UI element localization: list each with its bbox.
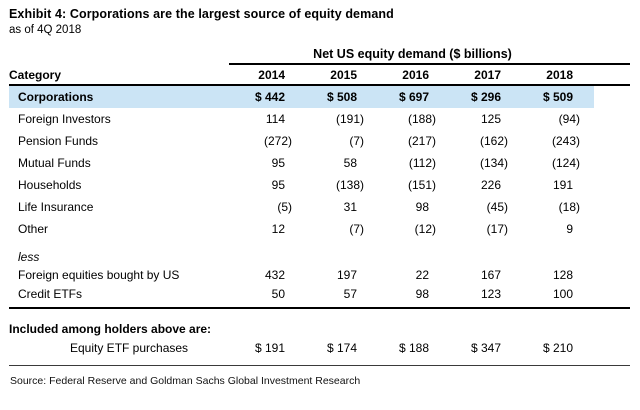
cell-value: 432: [264, 267, 285, 282]
cell-value: 100: [552, 286, 573, 301]
cell-value: 123: [480, 286, 501, 301]
table-row-corporations: Corporations $ 442 $ 508 $ 697 $ 296 $ 5…: [9, 86, 630, 108]
row-label: Credit ETFs: [18, 286, 83, 301]
cell-value: 197: [336, 267, 357, 282]
table-row-households: Households 95 (138) (151) 226 191: [9, 174, 630, 196]
cell-value: (138): [335, 178, 364, 192]
cell-value: 98: [415, 286, 429, 301]
table-header-row: Category 2014 2015 2016 2017 2018: [9, 65, 630, 84]
table-row-included-header: Included among holders above are:: [9, 320, 630, 337]
table-row-mutual-funds: Mutual Funds 95 58 (112) (134) (124): [9, 152, 630, 174]
included-label: Included among holders above are:: [9, 321, 212, 336]
table-row-equity-etf-purchases: Equity ETF purchases $ 191 $ 174 $ 188 $…: [9, 337, 630, 358]
section-gap: [9, 240, 630, 248]
cell-value: 12: [271, 222, 285, 236]
cell-value: (124): [551, 156, 580, 170]
cell-value: 58: [343, 156, 357, 170]
row-label: Households: [18, 178, 82, 192]
table-group-header: Net US equity demand ($ billions): [229, 47, 630, 65]
cell-value: $ 174: [326, 340, 357, 355]
table-row-other: Other 12 (7) (12) (17) 9: [9, 218, 630, 240]
cell-value: (162): [479, 134, 508, 148]
row-label: Corporations: [18, 90, 94, 104]
table-row-pension-funds: Pension Funds (272) (7) (217) (162) (243…: [9, 130, 630, 152]
cell-value: 191: [552, 178, 573, 192]
cell-value: (191): [335, 112, 364, 126]
column-header-2017: 2017: [474, 67, 501, 82]
cell-value: (17): [486, 222, 508, 236]
cell-value: (243): [551, 134, 580, 148]
table-divider-line: [9, 307, 630, 309]
cell-value: (188): [407, 112, 436, 126]
cell-value: $ 697: [398, 90, 429, 104]
cell-value: (18): [558, 200, 580, 214]
cell-value: $ 347: [470, 340, 501, 355]
exhibit-title: Exhibit 4: Corporations are the largest …: [9, 7, 394, 21]
cell-value: 167: [480, 267, 501, 282]
row-label: Life Insurance: [18, 200, 94, 214]
table-header: Category 2014 2015 2016 2017 2018: [9, 65, 630, 86]
cell-value: (7): [349, 134, 364, 148]
table-row-life-insurance: Life Insurance (5) 31 98 (45) (18): [9, 196, 630, 218]
cell-value: (45): [486, 200, 508, 214]
cell-value: (272): [263, 134, 292, 148]
section-gap: [9, 309, 630, 320]
row-label: Equity ETF purchases: [70, 340, 189, 355]
cell-value: 95: [271, 178, 285, 192]
cell-value: 98: [415, 200, 429, 214]
cell-value: (134): [479, 156, 508, 170]
cell-value: 114: [265, 112, 285, 126]
cell-value: 50: [271, 286, 285, 301]
row-label: Foreign Investors: [18, 112, 111, 126]
cell-value: 31: [343, 200, 357, 214]
cell-value: (151): [407, 178, 436, 192]
cell-value: $ 191: [254, 340, 285, 355]
column-header-2015: 2015: [330, 67, 357, 82]
column-header-2014: 2014: [258, 67, 285, 82]
cell-value: 226: [480, 178, 501, 192]
column-header-2018: 2018: [546, 67, 573, 82]
table-row-less: less: [9, 248, 630, 265]
cell-value: (5): [277, 200, 292, 214]
cell-value: $ 442: [254, 90, 285, 104]
row-label: Foreign equities bought by US: [18, 267, 180, 282]
cell-value: 125: [480, 112, 501, 126]
cell-value: (94): [558, 112, 580, 126]
cell-value: 128: [552, 267, 573, 282]
exhibit-page: Exhibit 4: Corporations are the largest …: [9, 7, 630, 387]
cell-value: 95: [271, 156, 285, 170]
source-note: Source: Federal Reserve and Goldman Sach…: [10, 375, 361, 387]
cell-value: 9: [566, 222, 573, 236]
row-label: Mutual Funds: [18, 156, 91, 170]
cell-value: 22: [415, 267, 429, 282]
cell-value: (12): [414, 222, 436, 236]
exhibit-subtitle: as of 4Q 2018: [9, 24, 82, 36]
cell-value: 57: [343, 286, 357, 301]
table-bottom-line: [9, 365, 630, 366]
table-row-credit-etfs: Credit ETFs 50 57 98 123 100: [9, 284, 630, 303]
cell-value: $ 296: [470, 90, 501, 104]
column-header-category: Category: [9, 67, 62, 82]
column-header-2016: 2016: [402, 67, 429, 82]
cell-value: (112): [408, 156, 436, 170]
equity-demand-table: Net US equity demand ($ billions) Catego…: [9, 45, 630, 387]
row-label: Pension Funds: [18, 134, 99, 148]
cell-value: $ 210: [542, 340, 573, 355]
cell-value: (217): [407, 134, 436, 148]
cell-value: $ 509: [542, 90, 573, 104]
cell-value: (7): [349, 222, 364, 236]
table-row-foreign-equities-bought: Foreign equities bought by US 432 197 22…: [9, 265, 630, 284]
less-label: less: [18, 249, 40, 264]
cell-value: $ 188: [398, 340, 429, 355]
table-group-header-row: Net US equity demand ($ billions): [9, 45, 630, 65]
row-label: Other: [18, 222, 49, 236]
table-row-foreign-investors: Foreign Investors 114 (191) (188) 125 (9…: [9, 108, 630, 130]
cell-value: $ 508: [326, 90, 357, 104]
